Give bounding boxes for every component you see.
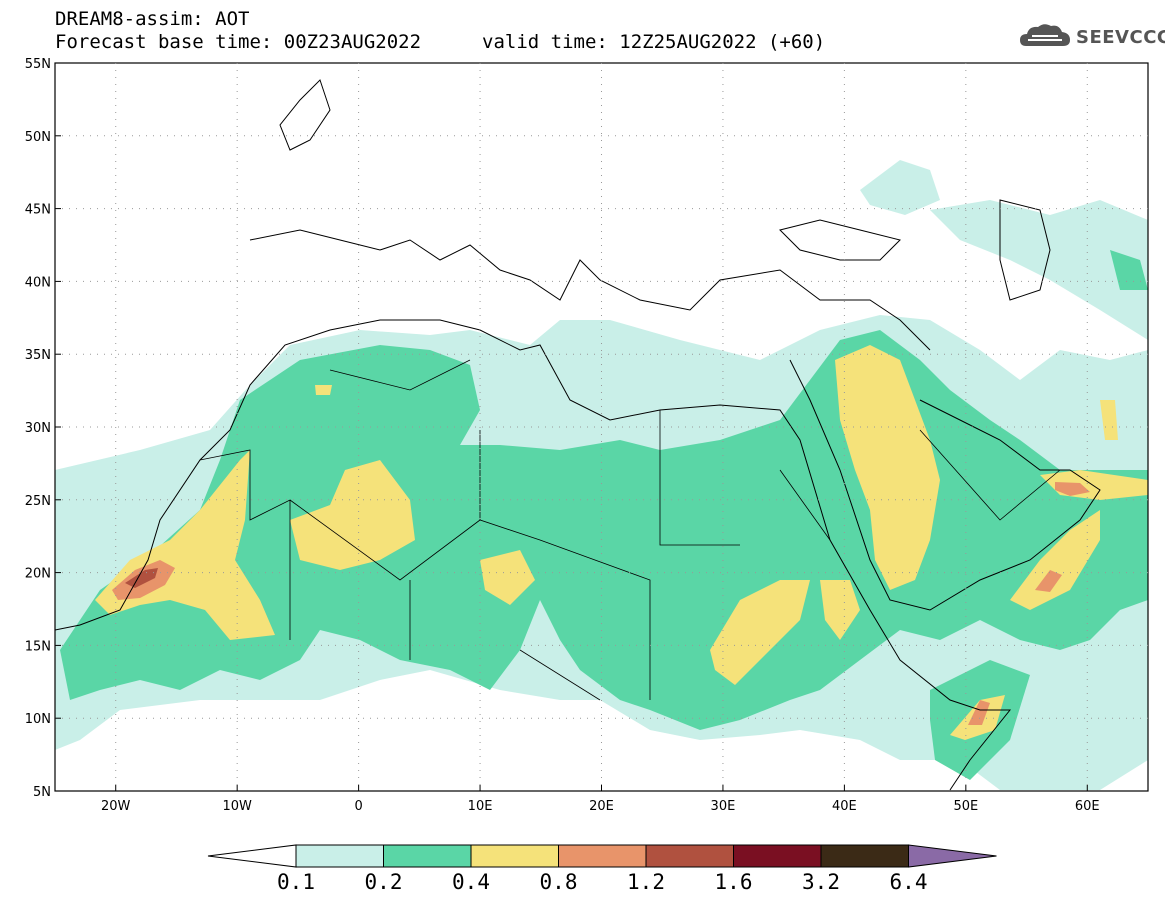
- colorbar-swatch: [295, 844, 384, 868]
- map-title: DREAM8-assim: AOT: [55, 8, 250, 30]
- forecast-base-time: Forecast base time: 00Z23AUG2022: [55, 31, 422, 53]
- colorbar-label: 0.4: [452, 870, 490, 894]
- longitude-axis: 20W 10W 0 10E 20E 30E 40E 50E 60E: [101, 63, 1100, 814]
- uk-coastline: [279, 79, 331, 151]
- arabian-coastline: [789, 359, 1101, 611]
- valid-time: valid time: 12Z25AUG2022 (+60): [482, 31, 826, 53]
- colorbar-swatch: [820, 844, 909, 868]
- lat-tick-label: 55N: [25, 57, 51, 72]
- lat-tick-label: 15N: [25, 639, 51, 654]
- cloud-icon: [1020, 24, 1070, 46]
- aot-level-0.8: [1035, 570, 1062, 592]
- logo-text: SEEVCCC: [1076, 26, 1165, 48]
- black-sea-coast: [779, 219, 901, 261]
- colorbar-swatch: [558, 844, 647, 868]
- colorbar-label: 6.4: [890, 870, 928, 894]
- colorbar-swatch: [645, 844, 734, 868]
- lon-tick-label: 30E: [711, 799, 736, 814]
- aot-level-0.8: [1055, 482, 1090, 496]
- lat-tick-label: 35N: [25, 348, 51, 363]
- lat-tick-label: 40N: [25, 275, 51, 290]
- aot-level-0.4: [820, 580, 860, 640]
- lat-tick-label: 30N: [25, 421, 51, 436]
- aot-level-0.4: [1100, 400, 1118, 440]
- aot-level-0.1: [930, 200, 1148, 340]
- aot-level-0.2: [1110, 250, 1148, 290]
- colorbar-label: 1.6: [715, 870, 753, 894]
- aot-level-0.1: [860, 160, 940, 215]
- colorbar-label: 0.1: [277, 870, 315, 894]
- aot-level-0.4: [710, 580, 810, 685]
- europe-coastline: [249, 229, 931, 351]
- colorbar: 0.1 0.2 0.4 0.8 1.2 1.6 3.2 6.4: [207, 844, 997, 894]
- lon-tick-label: 40E: [832, 799, 857, 814]
- lat-tick-label: 25N: [25, 494, 51, 509]
- coastlines: [55, 79, 1101, 791]
- caspian-coast: [999, 199, 1051, 301]
- lon-tick-label: 10W: [222, 799, 252, 814]
- colorbar-swatch: [383, 844, 472, 868]
- colorbar-label: 0.2: [365, 870, 403, 894]
- lat-tick-label: 45N: [25, 203, 51, 218]
- aot-shading: [55, 160, 1148, 790]
- lon-tick-label: 60E: [1075, 799, 1100, 814]
- lat-tick-label: 5N: [33, 785, 51, 800]
- aot-level-0.4: [1010, 510, 1100, 610]
- colorbar-low-arrow: [207, 844, 297, 868]
- lon-tick-label: 20W: [101, 799, 131, 814]
- africa-coastline: [55, 319, 1012, 791]
- colorbar-label: 1.2: [627, 870, 665, 894]
- aot-level-0.4: [315, 385, 332, 395]
- lat-tick-label: 50N: [25, 130, 51, 145]
- aot-level-0.4: [835, 345, 940, 590]
- aot-level-0.4: [290, 460, 415, 570]
- colorbar-label: 3.2: [802, 870, 840, 894]
- aot-level-1.2: [125, 568, 158, 588]
- colorbar-label: 0.8: [540, 870, 578, 894]
- colorbar-high-arrow: [908, 844, 997, 868]
- colorbar-swatch: [470, 844, 559, 868]
- lat-tick-label: 20N: [25, 567, 51, 582]
- lon-tick-label: 0: [354, 799, 362, 814]
- lat-tick-label: 10N: [25, 712, 51, 727]
- borders: [199, 359, 1061, 701]
- aot-level-0.4: [480, 550, 535, 605]
- lon-tick-label: 20E: [589, 799, 614, 814]
- lon-tick-label: 10E: [468, 799, 493, 814]
- seevccc-logo: SEEVCCC: [1018, 22, 1165, 52]
- aot-level-0.8: [968, 700, 990, 725]
- colorbar-swatch: [733, 844, 822, 868]
- lon-tick-label: 50E: [953, 799, 978, 814]
